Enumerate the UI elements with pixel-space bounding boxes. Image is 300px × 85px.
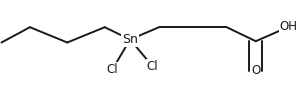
Text: OH: OH bbox=[280, 20, 298, 33]
Text: Cl: Cl bbox=[147, 60, 158, 73]
Text: O: O bbox=[251, 64, 260, 77]
Text: Sn: Sn bbox=[122, 33, 138, 46]
Text: Cl: Cl bbox=[106, 63, 118, 76]
